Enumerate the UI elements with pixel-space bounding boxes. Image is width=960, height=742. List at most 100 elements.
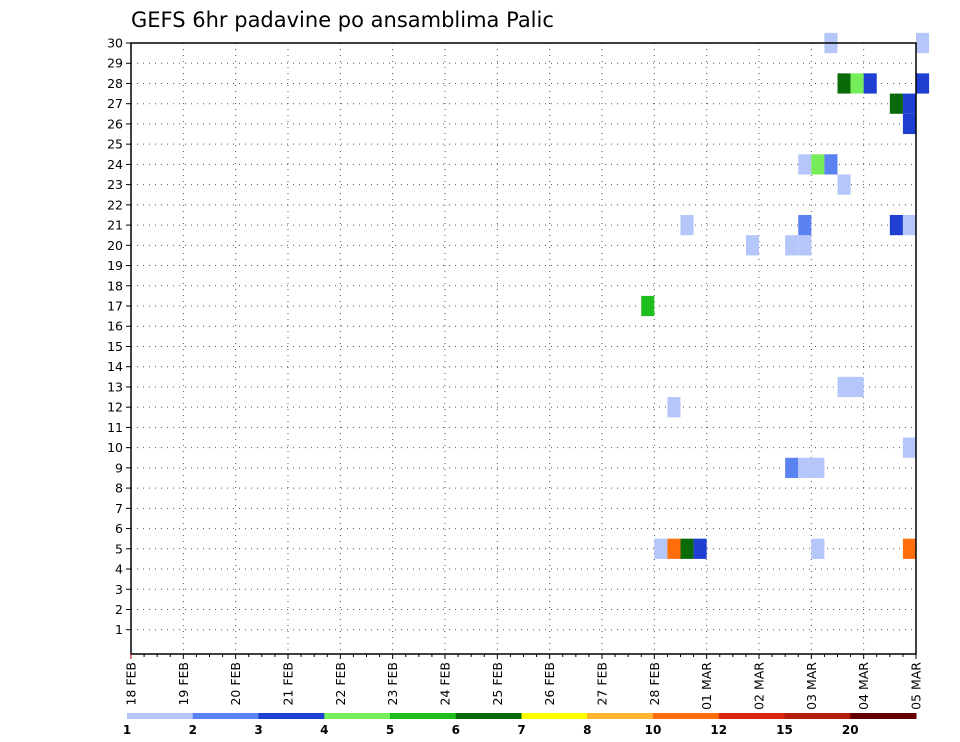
y-tick-label: 25	[107, 137, 123, 152]
y-tick-label: 13	[107, 379, 123, 394]
heatmap-cell	[667, 538, 681, 559]
y-tick-label: 14	[107, 359, 123, 374]
colorbar-segment	[390, 713, 457, 719]
x-tick-label: 03 MAR	[804, 662, 819, 710]
colorbar-label: 1	[123, 723, 131, 737]
colorbar-segment	[784, 713, 851, 719]
colorbar-label: 3	[254, 723, 262, 737]
y-tick-label: 18	[107, 278, 123, 293]
heatmap-cell	[902, 437, 916, 458]
heatmap-cell	[693, 538, 707, 559]
colorbar-label: 12	[710, 723, 727, 737]
x-tick-label: 27 FEB	[595, 662, 610, 706]
x-tick-label: 22 FEB	[333, 662, 348, 706]
heatmap-cell	[850, 73, 864, 94]
x-tick-label: 04 MAR	[856, 662, 871, 710]
heatmap-cell	[798, 214, 812, 236]
colorbar-label: 20	[842, 723, 859, 737]
heatmap-cell	[902, 214, 916, 236]
x-tick-label: 01 MAR	[699, 662, 714, 710]
y-tick-label: 1	[115, 622, 123, 637]
y-tick-label: 29	[107, 56, 123, 71]
y-tick-label: 5	[115, 541, 123, 556]
y-axis: 1234567891011121314151617181920212223242…	[107, 36, 131, 637]
y-tick-label: 30	[107, 36, 123, 51]
y-tick-label: 23	[107, 177, 123, 192]
colorbar-segment	[718, 713, 785, 719]
heatmap-cell	[798, 235, 812, 256]
x-tick-label: 02 MAR	[752, 662, 767, 710]
heatmap-cell	[811, 154, 825, 175]
y-tick-label: 24	[107, 157, 123, 172]
heatmap-cell	[850, 376, 864, 398]
heatmap-cell	[824, 154, 838, 175]
colorbar-label: 4	[320, 723, 328, 737]
heatmap-cell	[889, 93, 903, 114]
y-tick-label: 3	[115, 582, 123, 597]
colorbar: 1 2 3 4 5 6 7 8 10 12 15 20	[123, 713, 917, 737]
x-tick-label: 26 FEB	[542, 662, 557, 706]
heatmap-cell	[902, 93, 916, 114]
heatmap-cell	[837, 73, 851, 94]
x-tick-label: 24 FEB	[438, 662, 453, 706]
heatmap-cell	[680, 214, 694, 236]
y-tick-label: 20	[107, 238, 123, 253]
heatmap-cell	[837, 174, 851, 195]
heatmap-cell	[680, 538, 694, 559]
heatmap-cell	[916, 32, 930, 54]
heatmap-cell	[863, 73, 877, 94]
y-tick-label: 6	[115, 521, 123, 536]
colorbar-segment	[324, 713, 391, 719]
heatmap-cell	[798, 457, 812, 478]
y-tick-label: 27	[107, 96, 123, 111]
x-tick-label: 18 FEB	[124, 662, 139, 706]
y-tick-label: 22	[107, 197, 123, 212]
colorbar-label: 10	[645, 723, 662, 737]
heatmap-cell	[654, 538, 668, 559]
colorbar-segment	[521, 713, 588, 719]
x-tick-label: 20 FEB	[228, 662, 243, 706]
heatmap-cell	[641, 295, 655, 317]
colorbar-segment	[653, 713, 720, 719]
x-tick-label: 21 FEB	[281, 662, 296, 706]
y-tick-label: 2	[115, 602, 123, 617]
heatmap-cells	[641, 32, 930, 559]
heatmap-cell	[667, 397, 681, 418]
y-tick-label: 8	[115, 481, 123, 496]
heatmap-cell	[902, 538, 916, 559]
colorbar-segment	[587, 713, 654, 719]
x-tick-label: 05 MAR	[909, 662, 924, 710]
colorbar-segment	[127, 713, 194, 719]
x-tick-label: 28 FEB	[647, 662, 662, 706]
grid	[130, 42, 917, 654]
heatmap-cell	[798, 154, 812, 175]
colorbar-label: 2	[189, 723, 197, 737]
y-tick-label: 26	[107, 116, 123, 131]
plot-frame	[130, 42, 917, 655]
x-tick-label: 19 FEB	[176, 662, 191, 706]
heatmap-cell	[785, 235, 799, 256]
x-tick-label: 23 FEB	[385, 662, 400, 706]
y-tick-label: 9	[115, 460, 123, 475]
y-tick-label: 19	[107, 258, 123, 273]
heatmap-cell	[811, 457, 825, 478]
y-tick-label: 15	[107, 339, 123, 354]
heatmap-cell	[811, 538, 825, 559]
heatmap-cell	[889, 214, 903, 236]
y-tick-label: 21	[107, 218, 123, 233]
y-tick-label: 16	[107, 319, 123, 334]
colorbar-label: 8	[583, 723, 591, 737]
colorbar-label: 15	[776, 723, 793, 737]
colorbar-segment	[192, 713, 259, 719]
colorbar-segment	[258, 713, 325, 719]
colorbar-segment	[850, 713, 917, 719]
heatmap-cell	[745, 235, 759, 256]
x-tick-label: 25 FEB	[490, 662, 505, 706]
heatmap-cell	[916, 73, 930, 94]
colorbar-label: 6	[452, 723, 460, 737]
y-tick-label: 7	[115, 501, 123, 516]
heatmap-cell	[837, 376, 851, 398]
y-tick-label: 4	[115, 562, 123, 577]
x-axis: 18 FEB 19 FEB 20 FEB 21 FEB 22 FEB 23 FEB 24 F…	[124, 654, 924, 710]
